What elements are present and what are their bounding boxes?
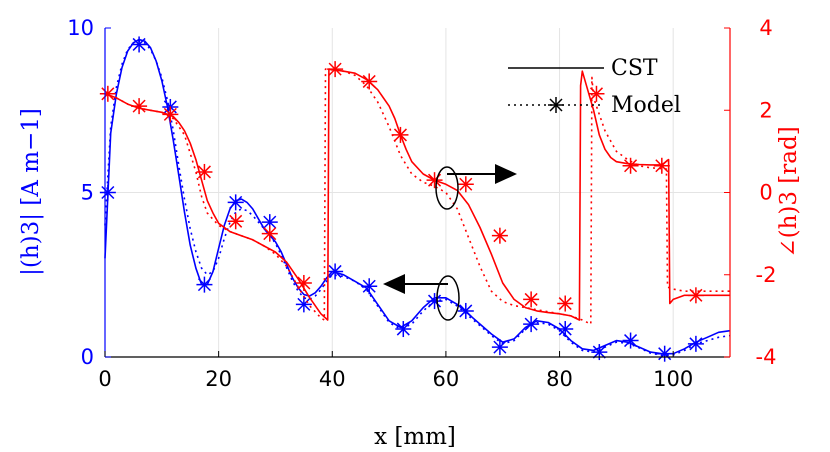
series-2-marker-17 (656, 345, 673, 362)
series-5-marker-7 (327, 61, 344, 78)
series-2-marker-16 (622, 332, 639, 349)
series-2-marker-9 (395, 321, 412, 338)
y-left-tick-label-1: 5 (81, 181, 94, 205)
series-5-marker-5 (261, 225, 278, 242)
svg-text:CST: CST (611, 56, 658, 81)
x-tick-label-3: 60 (433, 367, 460, 391)
y-right-tick-label-1: -2 (756, 263, 777, 287)
y-right-tick-label-3: 2 (759, 98, 772, 122)
series-2-marker-10 (426, 293, 443, 310)
series-5-marker-16 (622, 157, 639, 174)
series-5-marker-3 (196, 163, 213, 180)
series-2-marker-8 (361, 278, 378, 295)
series-5-marker-0 (99, 85, 116, 102)
y-left-axis-title: |(h)3| [A m−1] (18, 108, 44, 276)
series-2-marker-6 (295, 296, 312, 313)
series-1-line (104, 40, 731, 357)
tick-labels: 0 20 40 60 80 100 0 5 10 -4 -2 0 2 4 (67, 16, 776, 391)
series-5-marker-14 (557, 295, 574, 312)
series-2-marker-18 (687, 335, 704, 352)
series-2-marker-11 (457, 302, 474, 319)
grid-lines (105, 28, 730, 357)
svg-text:Model: Model (611, 93, 681, 118)
legend-entry-cst: CST (508, 56, 658, 81)
series-2-marker-3 (196, 276, 213, 293)
y-left-tick-label-2: 10 (67, 16, 94, 40)
x-tick-label-2: 40 (319, 367, 346, 391)
x-axis-title: x [mm] (374, 424, 456, 450)
series-3-line (104, 68, 730, 321)
y-right-tick-label-2: 0 (759, 181, 772, 205)
series-5-marker-10 (426, 172, 443, 189)
legend-entry-model: Model (508, 93, 681, 118)
series-2-marker-5 (261, 214, 278, 231)
series-layer (99, 36, 731, 362)
series-5-marker-17 (653, 157, 670, 174)
series-0-line (104, 38, 731, 355)
y-right-tick-label-0: -4 (756, 345, 777, 369)
legend-asterisk-icon (548, 97, 564, 113)
x-tick-label-4: 80 (546, 367, 573, 391)
series-2-marker-14 (557, 321, 574, 338)
annotation-arrow-right (435, 164, 517, 210)
series-2-marker-1 (131, 36, 148, 53)
series-5-marker-2 (162, 106, 179, 123)
series-5-marker-8 (361, 73, 378, 90)
y-left-tick-label-0: 0 (81, 345, 94, 369)
series-2-marker-7 (327, 263, 344, 280)
series-5-marker-18 (687, 287, 704, 304)
series-4-line (104, 68, 730, 325)
series-5-marker-13 (523, 291, 540, 308)
series-2-marker-12 (491, 339, 508, 356)
series-2-marker-4 (227, 194, 244, 211)
series-5-marker-6 (295, 274, 312, 291)
y-right-tick-label-4: 4 (759, 16, 772, 40)
series-5-marker-15 (588, 85, 605, 102)
x-tick-label-0: 0 (98, 367, 111, 391)
annotation-arrow-left (383, 274, 460, 321)
series-5-marker-11 (457, 176, 474, 193)
legend: CST Model (508, 56, 681, 118)
x-tick-label-5: 100 (653, 367, 693, 391)
x-tick-label-1: 20 (205, 367, 232, 391)
series-5-marker-12 (491, 227, 508, 244)
series-2-marker-15 (591, 344, 608, 361)
series-5-marker-9 (392, 126, 409, 143)
series-5-marker-4 (227, 213, 244, 230)
series-5-marker-1 (131, 98, 148, 115)
y-right-axis-title: ∠(h)3 [rad] (776, 126, 802, 257)
series-2-marker-13 (523, 316, 540, 333)
